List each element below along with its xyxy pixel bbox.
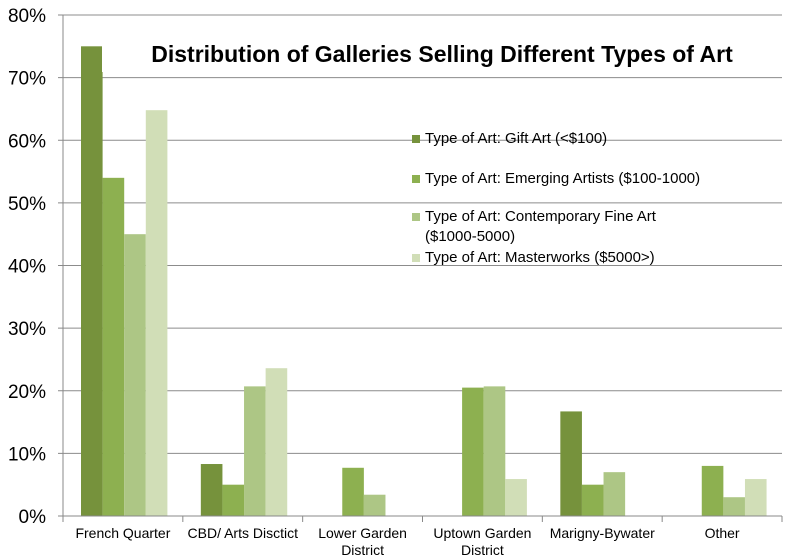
legend-label: Type of Art: Contemporary Fine Art ($1000… <box>425 208 657 245</box>
category-label: CBD/ Arts Disctict <box>188 525 299 541</box>
gridlines <box>63 14 782 454</box>
y-tick-label: 70% <box>8 69 46 90</box>
category-labels: French Quarter CBD/ Arts Disctict Lower Ga… <box>75 525 739 558</box>
y-tick-label: 20% <box>8 382 46 403</box>
y-tick-label: 0% <box>19 507 47 528</box>
y-tick-label: 60% <box>8 131 46 152</box>
bar <box>744 479 767 516</box>
bar <box>505 479 527 516</box>
bars <box>81 46 767 516</box>
category-label: Lower Garden District <box>318 525 407 558</box>
bar <box>244 386 266 516</box>
bar <box>603 472 626 516</box>
bar <box>200 464 223 516</box>
bar <box>462 387 484 516</box>
bar <box>145 110 168 516</box>
legend-label: Type of Art: Emerging Artists ($100-1000… <box>425 170 700 187</box>
y-axis-ticks: 0% 10% 20% 30% 40% 50% 60% 70% 80% <box>8 6 63 528</box>
legend: Type of Art: Gift Art (<$100) Type of Art… <box>412 130 700 266</box>
bar <box>222 484 245 516</box>
y-tick-label: 10% <box>8 444 46 465</box>
bar <box>581 484 604 516</box>
bar <box>483 386 506 516</box>
bar <box>265 368 288 516</box>
legend-label: Type of Art: Gift Art (<$100) <box>425 130 607 147</box>
bar <box>701 465 724 516</box>
chart-title: Distribution of Galleries Selling Differ… <box>151 41 733 67</box>
legend-label: Type of Art: Masterworks ($5000>) <box>425 249 655 266</box>
legend-swatch <box>412 254 420 262</box>
y-tick-label: 50% <box>8 194 46 215</box>
legend-swatch <box>412 135 420 143</box>
y-tick-label: 80% <box>8 6 46 27</box>
bar <box>102 177 125 516</box>
y-tick-label: 40% <box>8 257 46 278</box>
bar <box>560 411 582 516</box>
y-tick-label: 30% <box>8 319 46 340</box>
bar <box>342 467 364 516</box>
category-label: French Quarter <box>75 525 170 541</box>
bar <box>723 497 745 516</box>
chart-title-background <box>102 36 782 72</box>
bar <box>81 46 103 516</box>
category-label: Other <box>705 525 740 541</box>
legend-swatch <box>412 175 420 183</box>
category-label: Uptown Garden District <box>433 525 531 558</box>
bar <box>124 234 146 516</box>
x-axis-ticks <box>62 516 783 522</box>
bar <box>363 494 386 516</box>
legend-swatch <box>412 213 420 221</box>
category-label: Marigny-Bywater <box>550 525 655 541</box>
